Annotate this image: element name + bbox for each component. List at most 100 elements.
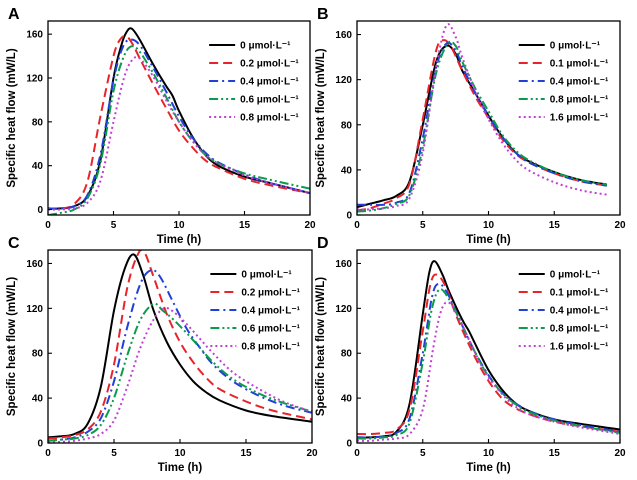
panel-d-series-line-3 [357,288,620,440]
panel-d-y-tick-label: 120 [335,304,352,315]
panel-c: 0 5 10 15 20 0 40 80 120 160 Time (h) Specific heat… [6,235,318,474]
panel-c-y-tick-label: 40 [32,394,44,405]
panel-c-series-line-1 [48,250,312,440]
panel-a-x-tick-label: 0 [45,220,51,231]
panel-b-x-tick-label: 15 [549,220,561,231]
panel-b-series [357,23,608,213]
panel-b-legend-label-3: 0.8 μmol·L⁻¹ [550,95,609,106]
panel-a-x-tick-label: 20 [304,220,316,231]
panel-d-series [357,260,620,442]
panel-b-y-tick-label: 80 [341,120,353,131]
panel-c-y-tick-label: 120 [26,304,43,315]
panel-c-y-tick-label: 160 [26,259,43,270]
panel-a-legend-label-4: 0.8 μmol·L⁻¹ [240,113,299,124]
panel-c-legend-label-1: 0.2 μmol·L⁻¹ [241,288,300,299]
panel-a-x-axis-title: Time (h) [157,234,202,246]
panel-d-y-tick-label: 0 [346,439,352,450]
panel-d-legend-label-3: 0.8 μmol·L⁻¹ [550,324,609,335]
panel-b-x-tick-label: 10 [483,220,495,231]
panel-d-legend-label-4: 1.6 μmol·L⁻¹ [550,342,609,353]
panel-d-legend: 0 μmol·L⁻¹ 0.1 μmol·L⁻¹ 0.4 μmol·L⁻¹ 0.8 μm… [518,270,609,353]
panel-a-x-tick-label: 15 [239,220,251,231]
panel-d-legend-label-0: 0 μmol·L⁻¹ [550,270,601,281]
panel-d-y-tick-label: 80 [341,349,353,360]
panel-a-y-axis-title: Specific heat flow (mW/L) [6,48,18,187]
panel-b-legend-label-0: 0 μmol·L⁻¹ [550,41,601,52]
panel-a-y-tick-label: 160 [26,30,43,41]
panel-a-legend-label-1: 0.2 μmol·L⁻¹ [240,59,299,70]
panel-d: 0 5 10 15 20 0 40 80 120 160 Time (h) Specific heat… [315,235,626,474]
panel-a-legend-label-3: 0.6 μmol·L⁻¹ [240,95,299,106]
panel-c-y-tick-label: 0 [37,439,43,450]
panel-d-series-line-1 [357,273,620,436]
panel-d-x-tick-label: 15 [549,448,561,459]
panel-c-legend-label-3: 0.6 μmol·L⁻¹ [241,324,300,335]
panel-a-series-line-1 [48,34,310,210]
panel-b-x-tick-label: 5 [420,220,426,231]
panel-b-x-tick-label: 20 [614,220,626,231]
panel-d-x-tick-label: 5 [420,448,426,459]
panel-a-y-tick-label: 0 [37,205,43,216]
panel-b-y-tick-label: 40 [341,165,353,176]
panel-b-y-tick-label: 120 [335,75,352,86]
panel-a-x-tick-label: 5 [111,220,117,231]
panel-d-series-line-4 [357,301,620,442]
panel-b-series-line-3 [357,40,608,213]
panel-b-y-tick-label: 160 [335,30,352,41]
panel-b-series-line-1 [357,39,608,212]
panel-a-letter: A [8,6,20,23]
panel-d-series-line-2 [357,282,620,439]
panel-c-series-line-2 [48,268,312,442]
panel-a: 0 5 10 15 20 0 40 80 120 160 Time (h) Specific heat… [6,6,316,246]
panel-a-legend: 0 μmol·L⁻¹ 0.2 μmol·L⁻¹ 0.4 μmol·L⁻¹ 0.6 μm… [209,41,299,124]
panel-c-y-tick-label: 80 [32,349,44,360]
panel-c-series-line-0 [48,253,312,439]
panel-d-y-axis-title: Specific heat flow (mW/L) [315,277,327,416]
panel-c-letter: C [8,235,20,252]
panel-c-x-tick-label: 20 [306,448,318,459]
panel-c-x-axis-title: Time (h) [158,462,203,474]
panel-c-x-tick-label: 10 [174,448,186,459]
panel-b-x-axis-title: Time (h) [466,234,511,246]
panel-d-x-tick-label: 20 [614,448,626,459]
panel-c-series [48,250,312,443]
panel-b-letter: B [317,6,329,23]
panel-d-legend-label-1: 0.1 μmol·L⁻¹ [550,288,609,299]
panel-c-y-axis-title: Specific heat flow (mW/L) [6,277,18,416]
panel-d-letter: D [317,235,329,252]
panel-b-legend-label-2: 0.4 μmol·L⁻¹ [550,77,609,88]
panel-c-series-line-3 [48,302,312,442]
panel-d-legend-label-2: 0.4 μmol·L⁻¹ [550,306,609,317]
panel-a-legend-label-0: 0 μmol·L⁻¹ [240,41,291,52]
panel-a-y-tick-label: 120 [26,73,43,84]
panel-b-series-line-4 [357,23,608,211]
panel-b-legend: 0 μmol·L⁻¹ 0.1 μmol·L⁻¹ 0.4 μmol·L⁻¹ 0.8 μm… [518,41,609,124]
panel-b-series-line-2 [357,41,608,206]
panel-a-y-tick-label: 40 [32,161,44,172]
panel-d-x-tick-label: 0 [354,448,360,459]
panel-d-y-tick-label: 40 [341,394,353,405]
panel-c-legend-label-2: 0.4 μmol·L⁻¹ [241,306,300,317]
panel-c-x-tick-label: 5 [111,448,117,459]
panel-b-x-tick-label: 0 [354,220,360,231]
panel-b: 0 5 10 15 20 0 40 80 120 160 Time (h) Specific heat… [315,6,626,246]
panel-a-legend-label-2: 0.4 μmol·L⁻¹ [240,77,299,88]
panel-b-y-tick-label: 0 [346,211,352,222]
panel-b-legend-label-1: 0.1 μmol·L⁻¹ [550,59,609,70]
panel-c-legend-label-0: 0 μmol·L⁻¹ [241,270,292,281]
panel-a-x-tick-label: 10 [173,220,185,231]
panel-d-x-axis-title: Time (h) [466,462,511,474]
panel-a-series [48,27,310,215]
panel-d-x-tick-label: 10 [483,448,495,459]
panel-c-legend: 0 μmol·L⁻¹ 0.2 μmol·L⁻¹ 0.4 μmol·L⁻¹ 0.6 μm… [210,270,301,353]
panel-c-x-tick-label: 15 [240,448,252,459]
panel-b-legend-label-4: 1.6 μmol·L⁻¹ [550,113,609,124]
panel-c-series-line-4 [48,306,312,443]
panel-a-series-line-4 [48,55,310,211]
panel-c-legend-label-4: 0.8 μmol·L⁻¹ [241,342,300,353]
panel-b-y-axis-title: Specific heat flow (mW/L) [315,48,327,187]
panel-d-y-tick-label: 160 [335,259,352,270]
panel-c-x-tick-label: 0 [45,448,51,459]
